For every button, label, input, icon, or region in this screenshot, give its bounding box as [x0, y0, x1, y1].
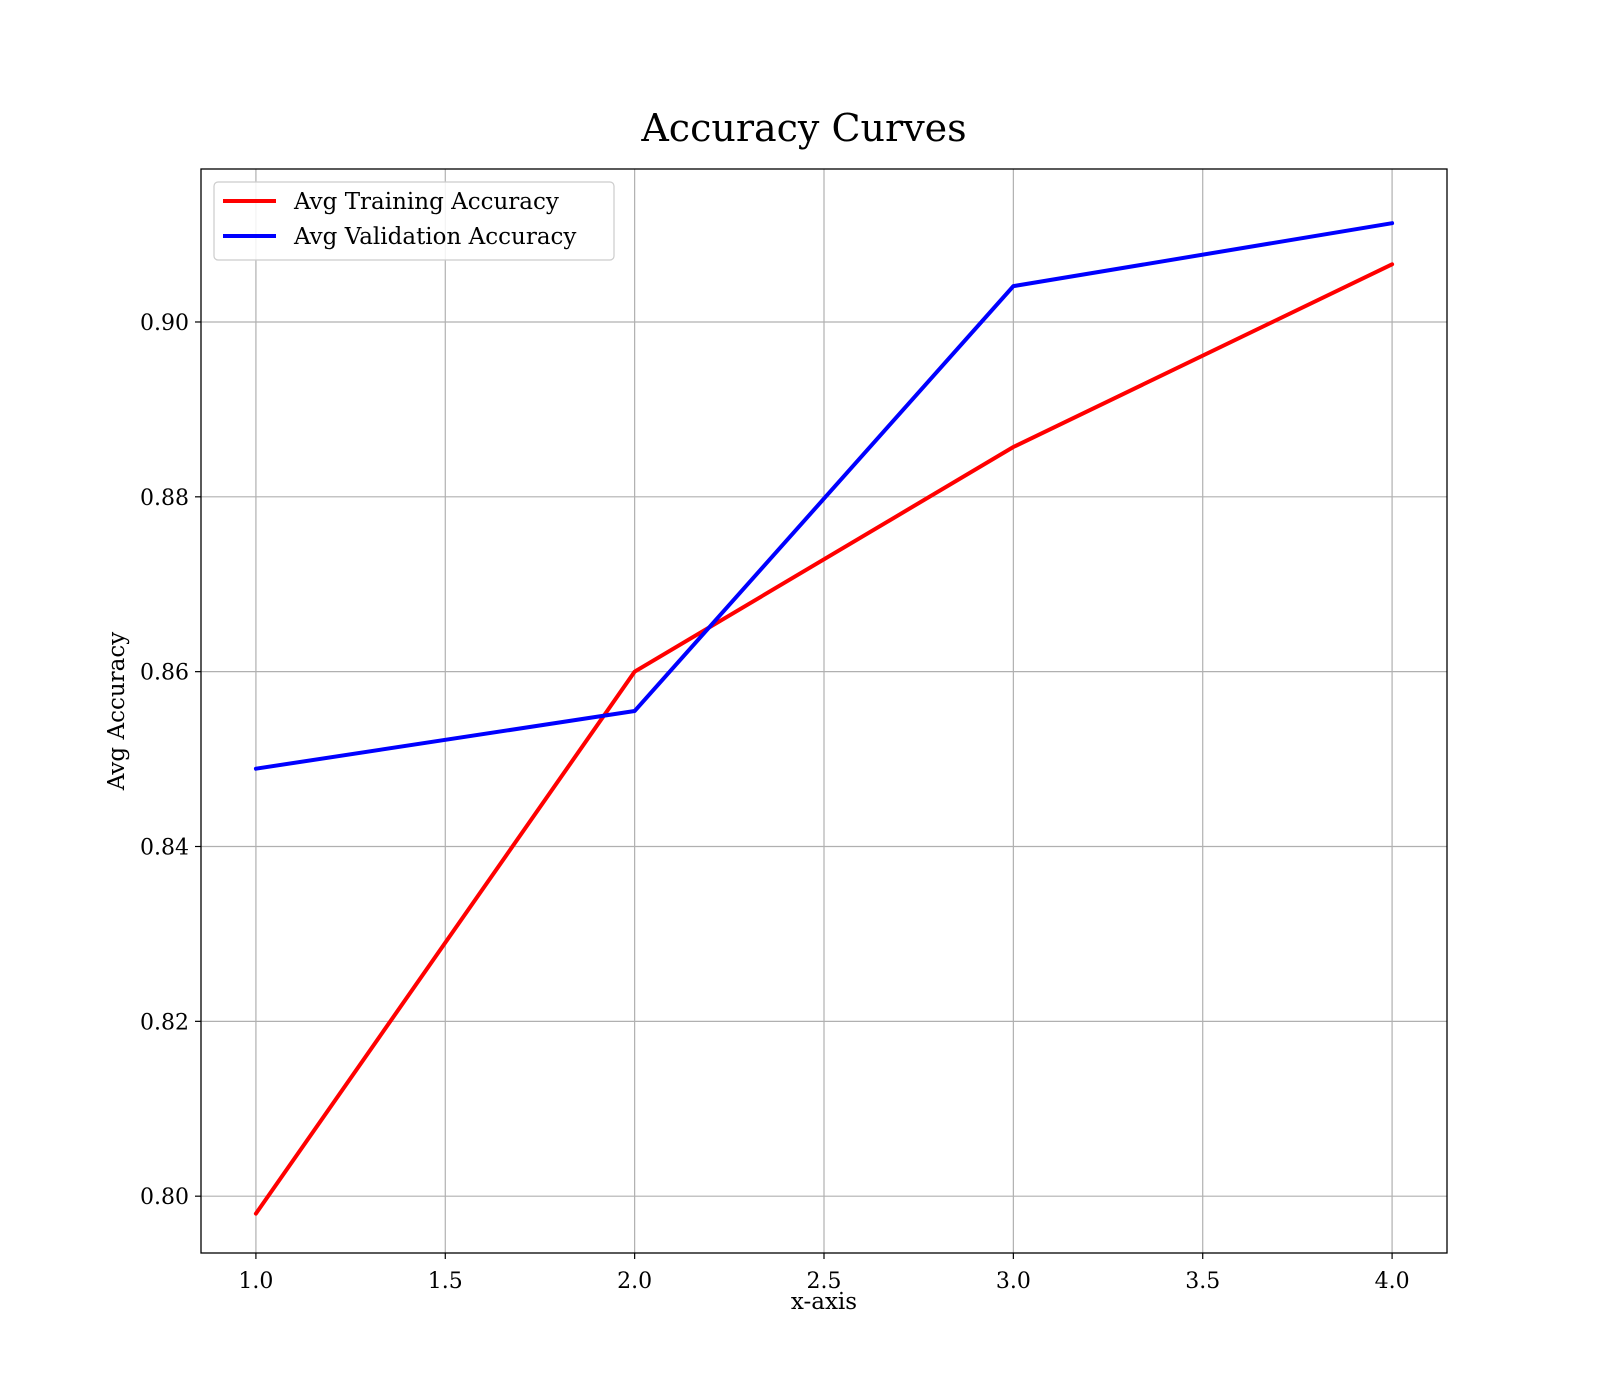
axis-ticks: [195, 321, 1393, 1259]
y-tick-labels: 0.80 0.82 0.84 0.86 0.88 0.90: [140, 311, 189, 1210]
x-tick-label: 4.0: [1375, 1269, 1410, 1294]
legend-box: [213, 181, 615, 261]
y-tick-label: 0.88: [140, 486, 189, 511]
y-tick-label: 0.80: [140, 1185, 189, 1210]
x-tick-labels: 1.0 1.5 2.0 2.5 3.0 3.5 4.0: [238, 1269, 1409, 1294]
x-tick-label: 3.0: [996, 1269, 1031, 1294]
x-tick-label: 2.0: [617, 1269, 652, 1294]
y-tick-label: 0.86: [140, 661, 189, 686]
y-tick-label: 0.84: [140, 836, 189, 861]
x-tick-label: 1.5: [428, 1269, 463, 1294]
x-tick-label: 3.5: [1185, 1269, 1220, 1294]
series-layer: [253, 221, 1395, 1216]
x-axis-title: x-axis: [791, 1289, 857, 1315]
legend: Avg Training Accuracy Avg Validation Acc…: [213, 181, 615, 261]
legend-label-training: Avg Training Accuracy: [293, 189, 559, 215]
series-line-training: [253, 262, 1395, 1216]
chart-title: Accuracy Curves: [640, 106, 966, 150]
series-line-validation: [253, 221, 1395, 771]
legend-label-validation: Avg Validation Accuracy: [293, 224, 576, 250]
x-tick-label: 2.5: [807, 1269, 842, 1294]
y-tick-label: 0.82: [140, 1010, 189, 1035]
x-tick-label: 1.0: [238, 1269, 273, 1294]
y-axis-title: Avg Accuracy: [104, 632, 130, 791]
y-tick-label: 0.90: [140, 311, 189, 336]
